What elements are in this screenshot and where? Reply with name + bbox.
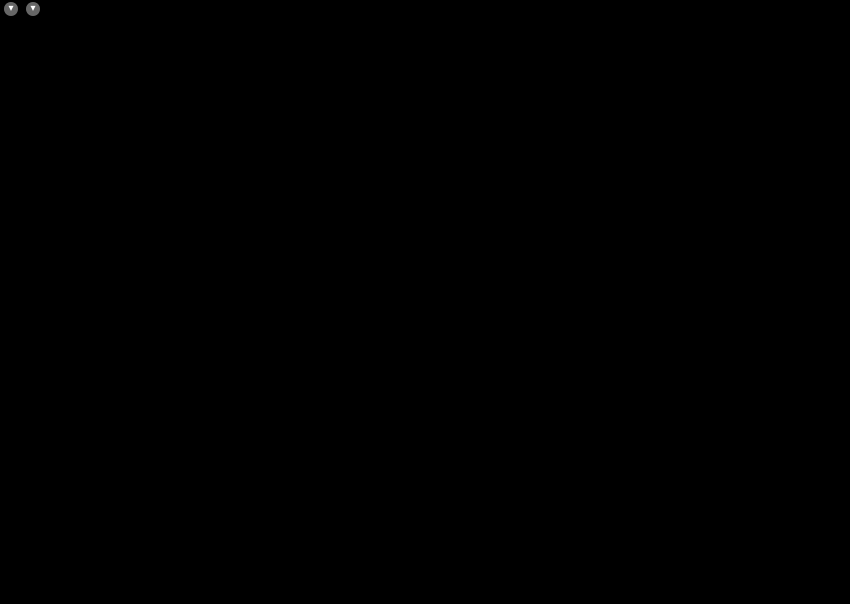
dropdown-icon-2[interactable]: ▾	[26, 2, 40, 16]
dropdown-icon-3[interactable]: ▾	[4, 450, 10, 464]
indicator-chart[interactable]	[0, 466, 850, 604]
indicator-header: ▾	[4, 450, 74, 464]
chart-header: ▾ ▾	[4, 2, 56, 16]
dropdown-icon[interactable]: ▾	[4, 2, 18, 16]
main-candlestick-chart[interactable]	[0, 18, 850, 448]
